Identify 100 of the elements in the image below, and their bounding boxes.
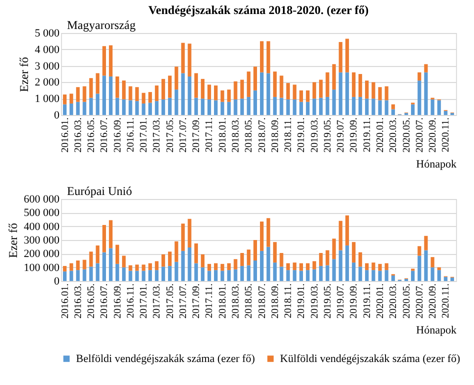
bar (378, 100, 382, 115)
bar (306, 102, 310, 115)
bar (214, 100, 218, 115)
x-tick-label: 2017.11. (204, 118, 216, 152)
bar (135, 87, 139, 102)
x-tick-label: 2019.11. (362, 118, 373, 152)
bar (148, 263, 152, 270)
bar (411, 104, 415, 115)
x-tick-label: 2017.07. (178, 118, 189, 152)
bar (135, 264, 139, 271)
bar (174, 66, 178, 90)
x-tick-label: 2019.09. (348, 118, 360, 152)
x-tick-label: 2016.11. (125, 284, 136, 318)
bar (326, 265, 330, 281)
bar (292, 270, 296, 281)
x-tick-label: 2016.05. (86, 118, 98, 152)
bar (220, 102, 224, 115)
bar (207, 99, 212, 115)
x-tick-label: 2020.09. (428, 118, 439, 152)
bar (273, 242, 277, 263)
bar (246, 72, 250, 97)
bar (234, 259, 238, 270)
x-tick-label: 2016.11. (125, 118, 136, 152)
bar (122, 256, 126, 268)
x-tick-label: 2017.01. (138, 284, 150, 318)
bar (135, 101, 139, 115)
bar (253, 90, 258, 115)
bar (437, 270, 441, 281)
bar (70, 263, 74, 271)
bar (424, 64, 428, 72)
bar (418, 72, 422, 81)
bar (352, 242, 356, 263)
bar (116, 264, 120, 281)
bar (286, 270, 290, 281)
bar (372, 270, 376, 281)
bar (273, 72, 277, 97)
x-tick-label: 2019.03. (309, 118, 320, 152)
bar (240, 266, 244, 281)
bar (299, 90, 303, 102)
x-tick-label: 2019.05. (322, 118, 334, 152)
x-tick-label: 2020.01. (374, 284, 386, 318)
bar (345, 215, 349, 246)
bar (174, 241, 178, 262)
bar (240, 252, 244, 266)
bar (168, 98, 172, 115)
bar (108, 45, 113, 76)
bar (154, 270, 159, 281)
bar (286, 99, 290, 115)
x-tick-label: 2020.11. (440, 284, 452, 318)
bar (424, 72, 428, 115)
bar (391, 104, 395, 110)
bar (358, 96, 362, 115)
bar (82, 86, 86, 102)
bar (260, 250, 264, 281)
bar (234, 99, 238, 115)
bar (358, 266, 362, 281)
x-tick-label: 2016.09. (112, 118, 124, 152)
bar (292, 99, 296, 115)
y-tick-label: 300 000 (24, 234, 60, 246)
bar (82, 102, 86, 115)
bar (62, 271, 67, 281)
bar (128, 86, 132, 100)
bar (128, 265, 132, 271)
bar (444, 110, 448, 115)
x-tick-label: 2018.07. (256, 284, 268, 318)
bar (148, 270, 152, 281)
bar (181, 42, 185, 74)
bar (142, 264, 146, 271)
bar (306, 270, 310, 281)
bar (148, 92, 152, 103)
bar (286, 83, 290, 100)
bar (96, 94, 100, 115)
bar (312, 269, 316, 281)
x-tick-label: 2018.03. (230, 118, 242, 152)
bar (437, 267, 441, 270)
bar (292, 262, 296, 270)
x-tick-label: 2016.07. (99, 284, 110, 318)
x-tick-label: 2018.09. (270, 284, 281, 318)
bar (266, 73, 270, 115)
bar (200, 98, 204, 115)
bar (122, 80, 126, 100)
bar (253, 240, 258, 260)
bar (266, 41, 270, 74)
bar (365, 80, 369, 99)
legend-label: Külföldi vendégéjszakák száma (ezer fő) (280, 352, 461, 365)
bar (326, 72, 330, 97)
bar (260, 72, 264, 115)
bar (161, 78, 166, 100)
bar (220, 264, 224, 271)
bar (207, 264, 212, 271)
bar (234, 269, 238, 281)
bar (188, 218, 192, 248)
bar (391, 109, 395, 115)
x-axis-title: Hónapok (416, 158, 457, 170)
bar (319, 98, 323, 115)
x-tick-label: 2017.03. (152, 118, 163, 152)
bar (319, 80, 323, 98)
bar (220, 90, 224, 102)
bar (108, 220, 113, 248)
bar (246, 96, 250, 115)
